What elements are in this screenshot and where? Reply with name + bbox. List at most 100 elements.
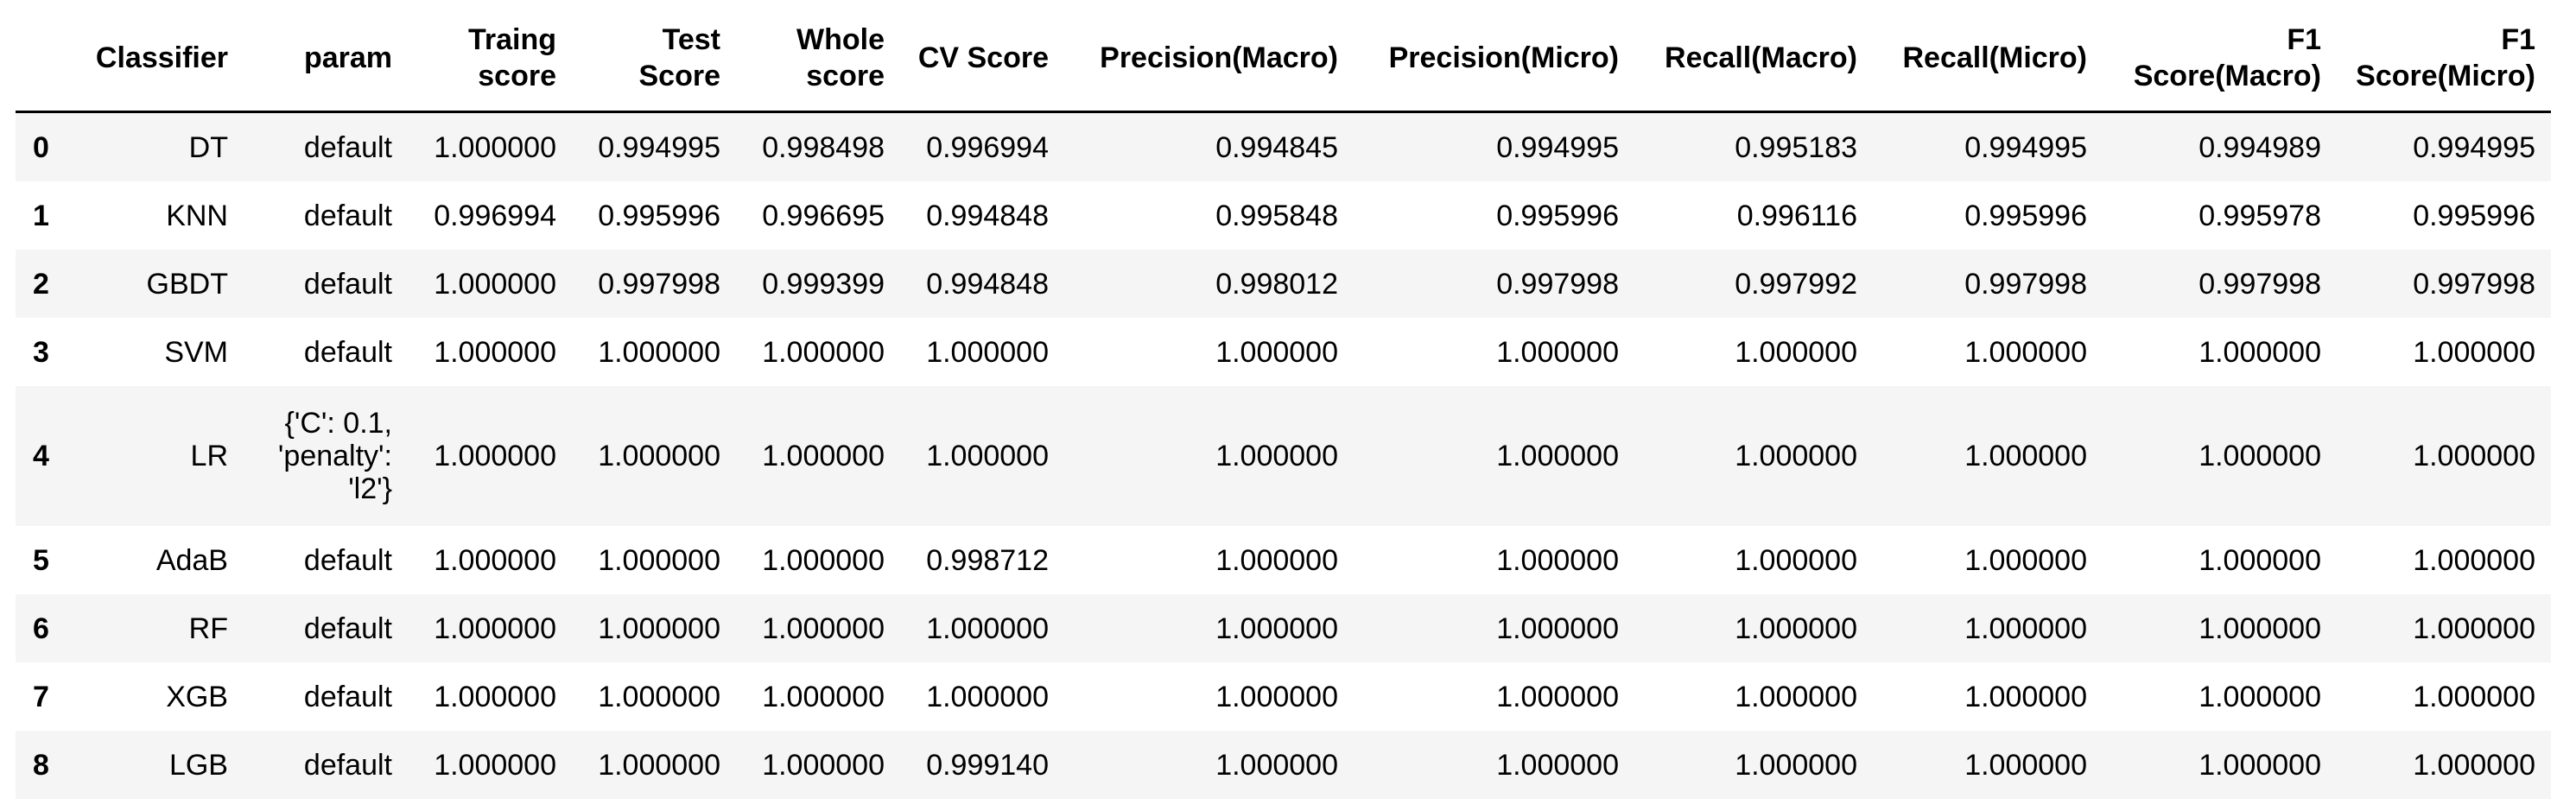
cell-precision-macro: 1.000000: [1215, 611, 1338, 645]
cell-precision-micro: 1.000000: [1496, 748, 1619, 782]
cell-whole-score: 1.000000: [762, 748, 885, 782]
cell-precision-macro: 1.000000: [1215, 748, 1338, 782]
row-index: 2: [33, 267, 49, 301]
row-index: 1: [33, 199, 49, 232]
cell-f1-micro: 1.000000: [2413, 335, 2535, 369]
header-precision-micro: Precision(Micro): [1354, 12, 1634, 113]
cell-recall-macro: 0.995183: [1735, 130, 1857, 164]
header-test-score: Test Score: [572, 12, 736, 113]
cell-training-score: 1.000000: [434, 543, 556, 577]
cell-recall-macro: 1.000000: [1735, 611, 1857, 645]
cell-classifier: XGB: [166, 680, 228, 713]
cell-precision-macro: 0.995848: [1215, 199, 1338, 232]
cell-test-score: 1.000000: [598, 335, 720, 369]
cell-f1-macro: 1.000000: [2198, 335, 2321, 369]
cell-param: default: [303, 543, 392, 577]
cell-cv-score: 1.000000: [926, 335, 1049, 369]
cell-recall-micro: 1.000000: [1964, 611, 2087, 645]
cell-cv-score: 0.999140: [926, 748, 1049, 782]
cell-cv-score: 0.996994: [926, 130, 1049, 164]
cell-test-score: 1.000000: [598, 611, 720, 645]
cell-training-score: 1.000000: [434, 680, 556, 713]
cell-precision-macro: 1.000000: [1215, 335, 1338, 369]
cell-precision-micro: 0.995996: [1496, 199, 1619, 232]
cell-classifier: LR: [190, 440, 228, 472]
row-index: 0: [33, 130, 49, 164]
cell-recall-macro: 0.996116: [1736, 199, 1857, 232]
table-body: 0 DT default 1.000000 0.994995 0.998498 …: [16, 111, 2551, 799]
cell-whole-score: 0.998498: [762, 130, 885, 164]
results-table: Classifier param Traing score Test Score…: [16, 12, 2551, 799]
cell-precision-micro: 1.000000: [1496, 335, 1619, 369]
cell-whole-score: 1.000000: [762, 440, 885, 472]
row-index: 6: [33, 611, 49, 645]
cell-training-score: 1.000000: [434, 440, 556, 472]
table-row: 8 LGB default 1.000000 1.000000 1.000000…: [16, 731, 2551, 799]
table-header: Classifier param Traing score Test Score…: [16, 12, 2551, 113]
cell-test-score: 1.000000: [598, 748, 720, 782]
header-row: Classifier param Traing score Test Score…: [16, 12, 2551, 113]
header-index: [16, 12, 73, 113]
cell-f1-micro: 1.000000: [2413, 680, 2535, 713]
cell-recall-micro: 0.995996: [1964, 199, 2087, 232]
header-f1-micro: F1 Score(Micro): [2337, 12, 2551, 113]
row-index: 4: [33, 440, 49, 472]
cell-cv-score: 0.994848: [926, 267, 1049, 301]
cell-precision-macro: 1.000000: [1215, 440, 1338, 472]
cell-whole-score: 1.000000: [762, 680, 885, 713]
cell-param: default: [303, 611, 392, 645]
header-classifier: Classifier: [73, 12, 244, 113]
header-training-score: Traing score: [408, 12, 572, 113]
cell-f1-macro: 1.000000: [2198, 611, 2321, 645]
cell-precision-micro: 1.000000: [1496, 680, 1619, 713]
cell-whole-score: 0.999399: [762, 267, 885, 301]
cell-classifier: KNN: [166, 199, 228, 232]
header-precision-macro: Precision(Macro): [1064, 12, 1354, 113]
cell-recall-macro: 1.000000: [1735, 440, 1857, 472]
cell-recall-micro: 1.000000: [1964, 440, 2087, 472]
cell-recall-macro: 1.000000: [1735, 680, 1857, 713]
cell-recall-macro: 1.000000: [1735, 748, 1857, 782]
cell-precision-micro: 1.000000: [1496, 543, 1619, 577]
table-row: 5 AdaB default 1.000000 1.000000 1.00000…: [16, 526, 2551, 594]
cell-precision-micro: 0.997998: [1496, 267, 1619, 301]
header-f1-macro: F1 Score(Macro): [2103, 12, 2337, 113]
cell-recall-macro: 0.997992: [1735, 267, 1857, 301]
cell-f1-macro: 1.000000: [2198, 680, 2321, 713]
cell-classifier: LGB: [168, 748, 228, 782]
cell-recall-micro: 0.997998: [1964, 267, 2087, 301]
cell-whole-score: 1.000000: [762, 543, 885, 577]
cell-test-score: 1.000000: [598, 440, 720, 472]
header-recall-macro: Recall(Macro): [1634, 12, 1873, 113]
cell-recall-micro: 1.000000: [1964, 335, 2087, 369]
cell-f1-macro: 0.997998: [2198, 267, 2321, 301]
table-row: 3 SVM default 1.000000 1.000000 1.000000…: [16, 318, 2551, 386]
table-row: 0 DT default 1.000000 0.994995 0.998498 …: [16, 111, 2551, 181]
header-param: param: [244, 12, 408, 113]
cell-f1-micro: 1.000000: [2413, 440, 2535, 472]
cell-recall-micro: 1.000000: [1964, 748, 2087, 782]
cell-recall-macro: 1.000000: [1735, 543, 1857, 577]
cell-training-score: 1.000000: [434, 748, 556, 782]
cell-test-score: 0.995996: [598, 199, 720, 232]
cell-training-score: 1.000000: [434, 335, 556, 369]
cell-classifier: DT: [188, 130, 228, 164]
cell-whole-score: 1.000000: [762, 611, 885, 645]
cell-f1-micro: 1.000000: [2413, 611, 2535, 645]
cell-f1-micro: 1.000000: [2413, 543, 2535, 577]
cell-precision-macro: 1.000000: [1215, 680, 1338, 713]
cell-cv-score: 1.000000: [926, 680, 1049, 713]
cell-f1-macro: 0.994989: [2198, 130, 2321, 164]
cell-precision-micro: 1.000000: [1496, 440, 1619, 472]
cell-classifier: RF: [188, 611, 228, 645]
cell-classifier: SVM: [164, 335, 228, 369]
cell-training-score: 1.000000: [434, 267, 556, 301]
table-row: 7 XGB default 1.000000 1.000000 1.000000…: [16, 662, 2551, 731]
cell-param: {'C': 0.1, 'penalty': 'l2'}: [277, 407, 392, 505]
cell-whole-score: 0.996695: [762, 199, 885, 232]
cell-cv-score: 0.998712: [926, 543, 1049, 577]
row-index: 5: [33, 543, 49, 577]
cell-param: default: [303, 199, 392, 232]
cell-training-score: 1.000000: [434, 130, 556, 164]
row-index: 8: [33, 748, 49, 782]
